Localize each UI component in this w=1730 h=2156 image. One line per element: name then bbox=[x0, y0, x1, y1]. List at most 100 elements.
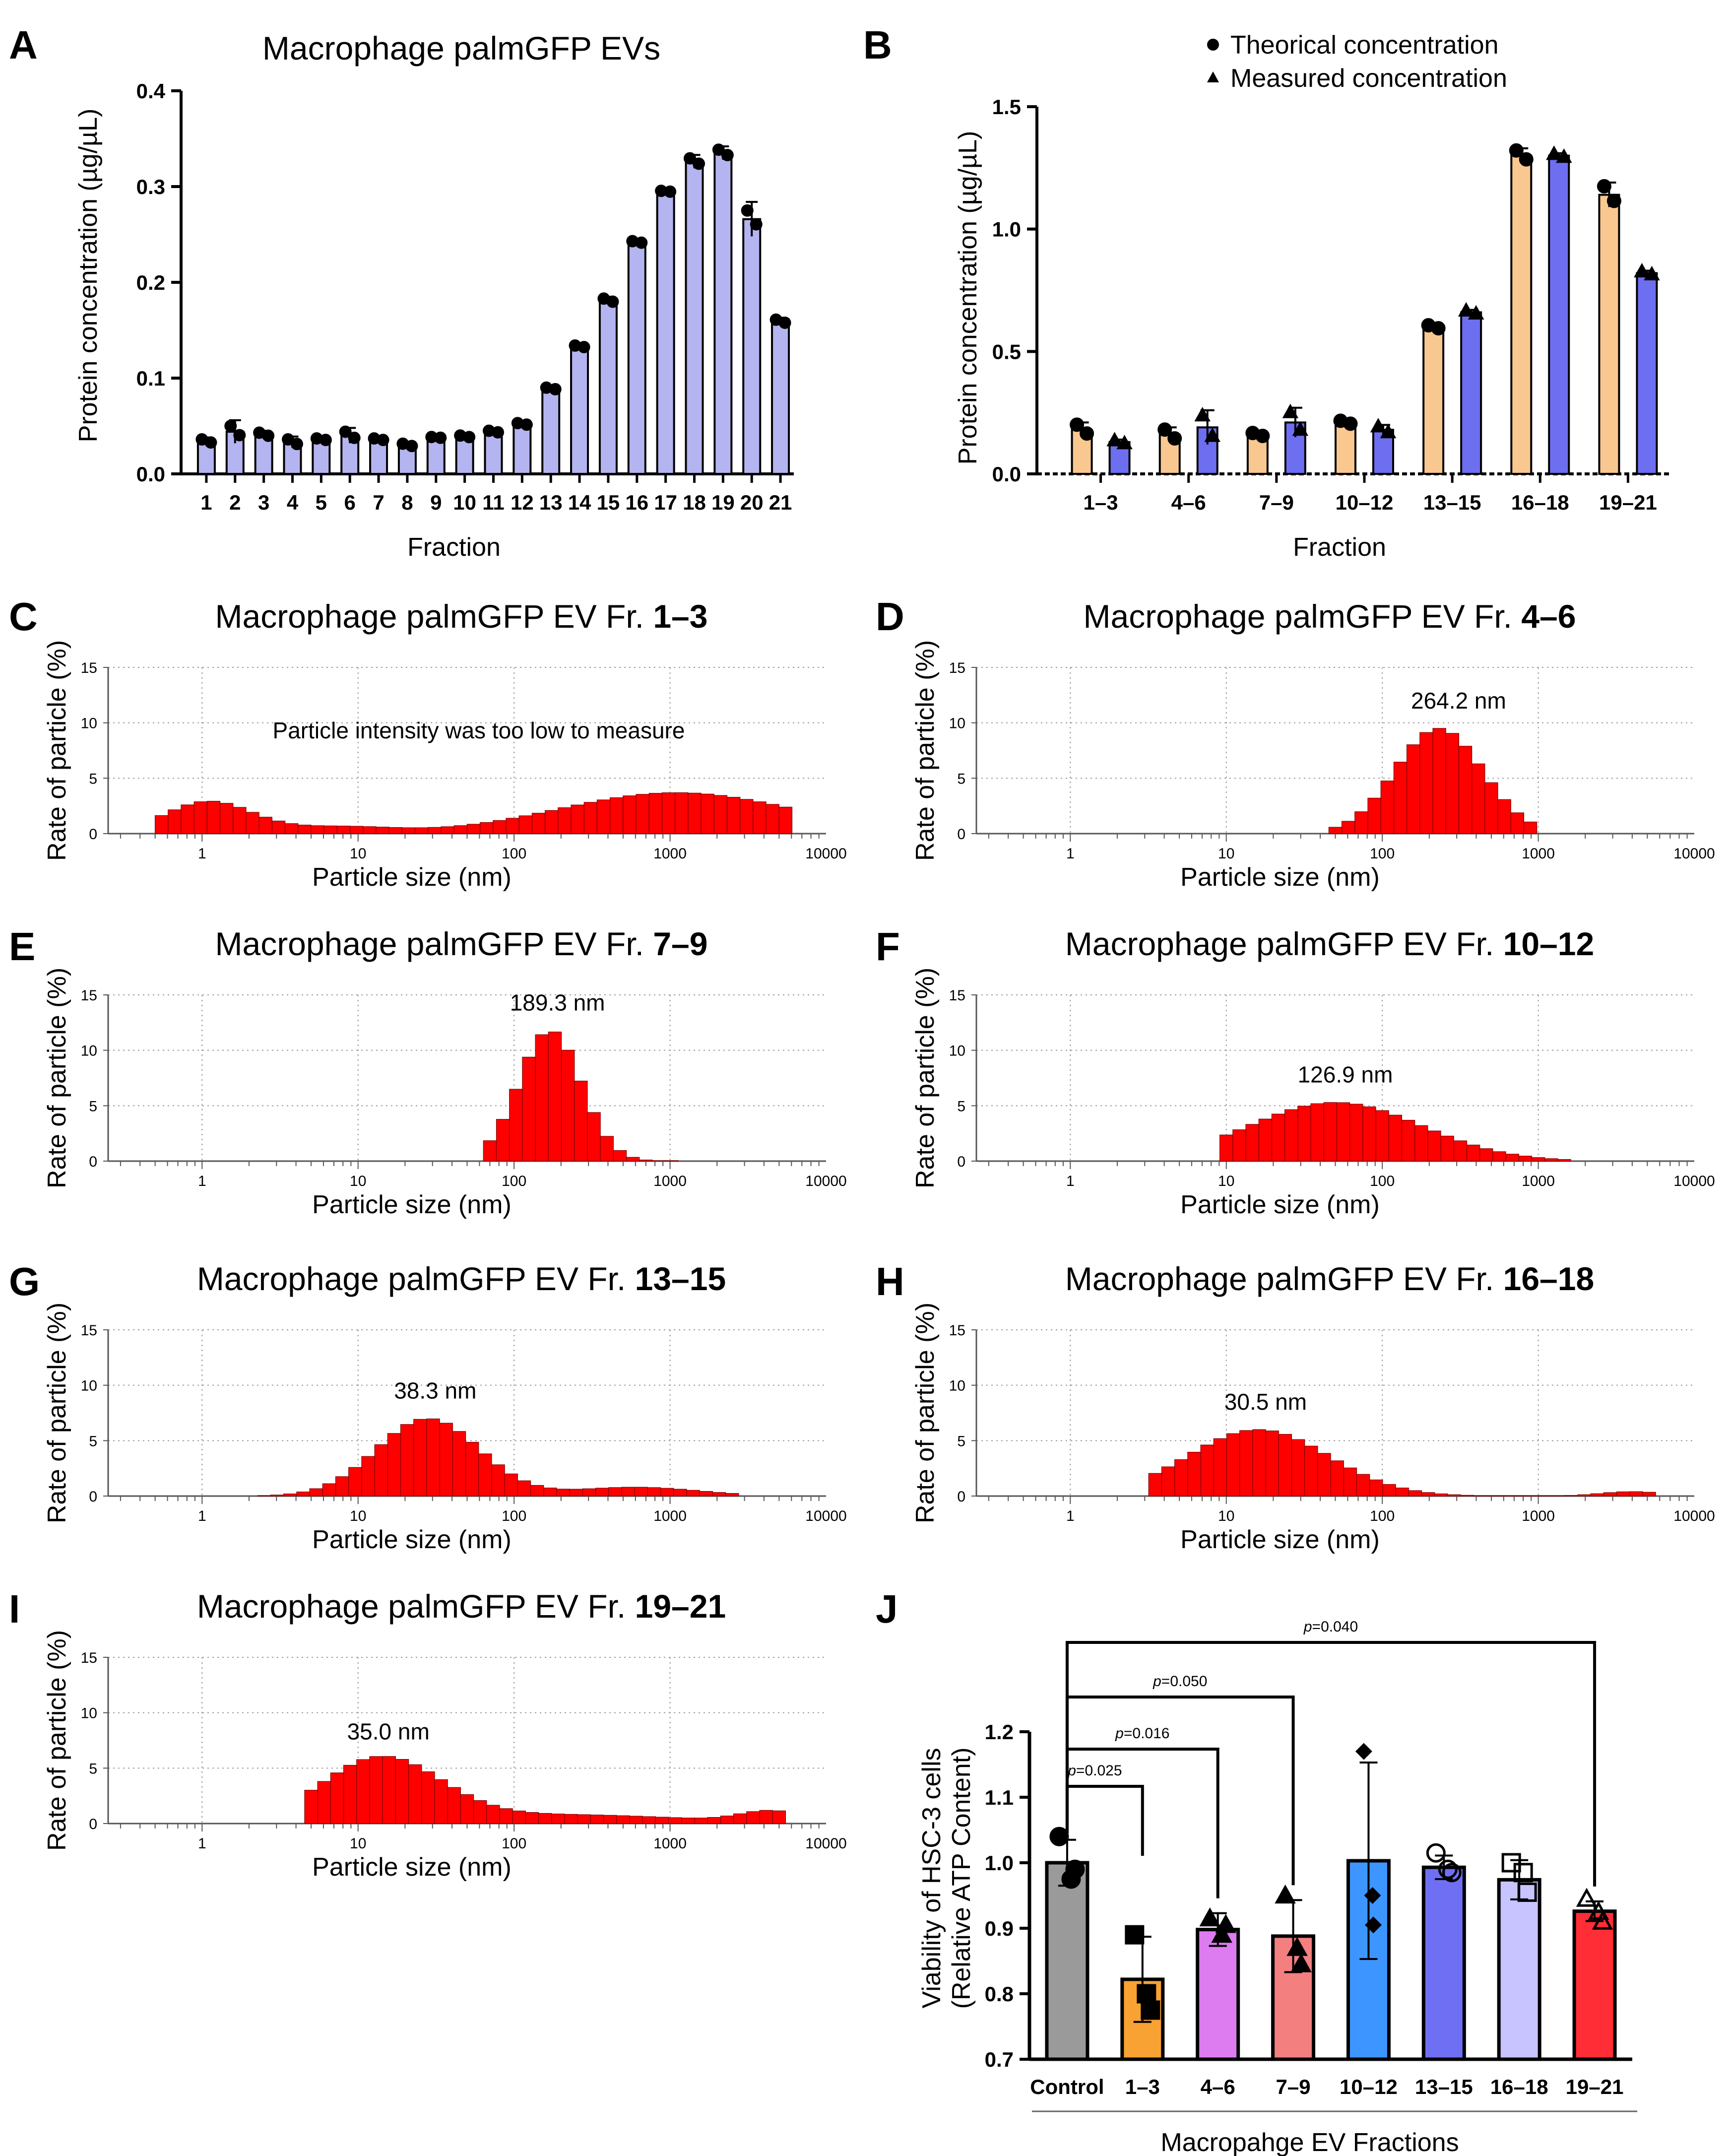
panel-c-histogram-bar bbox=[493, 820, 507, 834]
panel-g-histogram-bar bbox=[413, 1419, 427, 1497]
panel-a-point bbox=[577, 340, 590, 353]
panel-f-ytick-label: 5 bbox=[957, 1098, 965, 1114]
panel-i-histogram-bar bbox=[369, 1756, 383, 1824]
panel-h-histogram-bar bbox=[1408, 1490, 1422, 1497]
panel-b-point bbox=[1116, 435, 1133, 450]
panel-b-point bbox=[1157, 422, 1172, 437]
panel-e-histogram-bar bbox=[587, 1112, 601, 1162]
panel-f-histogram-bar bbox=[1557, 1159, 1571, 1162]
panel-h-histogram-bar bbox=[1343, 1467, 1357, 1497]
panel-j-point bbox=[1576, 1888, 1598, 1907]
panel-a-xtick-label: 6 bbox=[344, 491, 356, 514]
panel-c-xlabel: Particle size (nm) bbox=[312, 863, 512, 892]
panel-i-histogram-bar bbox=[551, 1814, 565, 1824]
panel-i-histogram-bar bbox=[707, 1817, 721, 1824]
panel-h-histogram-bar bbox=[1187, 1451, 1201, 1497]
panel-h-histogram-bar bbox=[1278, 1434, 1292, 1497]
panel-h-ylabel: Rate of particle (%) bbox=[911, 1303, 940, 1523]
panel-a-xtick-label: 3 bbox=[258, 491, 269, 514]
panel-h-annotation: 30.5 nm bbox=[1224, 1389, 1307, 1415]
panel-j-p-symbol: p bbox=[1303, 1619, 1312, 1635]
panel-i-histogram-bar bbox=[746, 1811, 760, 1824]
panel-i-histogram-bar bbox=[421, 1771, 435, 1824]
panel-e-xtick-label: 1 bbox=[198, 1173, 206, 1189]
panel-g-histogram-bar bbox=[673, 1489, 687, 1497]
panel-b-point bbox=[1519, 152, 1534, 167]
panel-j-ytick-label: 1.1 bbox=[985, 1786, 1014, 1809]
panel-j-significance-bracket bbox=[1065, 1641, 1597, 1887]
panel-e-histogram-bar bbox=[613, 1150, 627, 1162]
panel-label-c: C bbox=[9, 594, 38, 639]
panel-g-histogram-bar bbox=[712, 1492, 726, 1497]
panel-g-histogram-bar bbox=[725, 1493, 739, 1497]
panel-c-histogram-bar bbox=[571, 804, 584, 834]
panel-c-xtick-label: 1000 bbox=[653, 846, 687, 862]
panel-c-histogram-bar bbox=[219, 803, 234, 834]
panel-c-annotation: Particle intensity was too low to measur… bbox=[273, 718, 685, 743]
panel-d-xtick-label: 10 bbox=[1218, 846, 1234, 862]
panel-a-bar bbox=[771, 321, 790, 475]
panel-c-ylabel: Rate of particle (%) bbox=[43, 640, 71, 861]
panel-e-title: Macrophage palmGFP EV Fr. 7–9 bbox=[215, 925, 708, 962]
panel-b-bar-measured bbox=[1460, 311, 1482, 475]
panel-b-bar-theorical bbox=[1422, 326, 1445, 475]
panel-a-xtick-label: 5 bbox=[316, 491, 327, 514]
panel-a-point bbox=[635, 236, 648, 249]
panel-g-histogram-bar bbox=[582, 1488, 596, 1497]
panel-h-histogram-bar bbox=[1200, 1444, 1214, 1497]
panel-i-histogram-bar bbox=[629, 1816, 643, 1824]
panel-label-j: J bbox=[876, 1587, 898, 1631]
panel-a-bar bbox=[541, 388, 561, 475]
panel-f-histogram-bar bbox=[1466, 1144, 1480, 1162]
panel-g-histogram-bar bbox=[478, 1453, 492, 1497]
panel-c-histogram-bar bbox=[713, 795, 728, 834]
panel-h-histogram-bar bbox=[1174, 1459, 1188, 1497]
panel-a-xtick-label: 16 bbox=[625, 491, 648, 514]
panel-c-histogram-bar bbox=[441, 826, 454, 834]
panel-j-point bbox=[1355, 1743, 1372, 1760]
panel-a-xtick-label: 21 bbox=[769, 491, 792, 514]
panel-i-histogram-bar bbox=[460, 1794, 474, 1824]
panel-f-histogram-bar bbox=[1492, 1151, 1506, 1162]
panel-i-histogram-bar bbox=[733, 1813, 747, 1824]
panel-a-bar bbox=[742, 218, 762, 475]
panel-j-xtick-label: 4–6 bbox=[1201, 2075, 1235, 2098]
panel-j-xtick-label: 1–3 bbox=[1125, 2075, 1160, 2098]
panel-e-title-prefix: Macrophage palmGFP EV Fr. bbox=[215, 925, 653, 962]
panel-b-bar-measured bbox=[1548, 154, 1570, 475]
panel-g-histogram-bar bbox=[647, 1487, 661, 1497]
panel-h-histogram-bar bbox=[1291, 1439, 1305, 1497]
panel-j-point bbox=[1364, 1887, 1381, 1904]
panel-c-histogram-bar bbox=[648, 793, 663, 834]
panel-g-histogram-bar bbox=[491, 1464, 505, 1497]
panel-e-histogram-bar bbox=[548, 1032, 562, 1162]
panel-b-bars: 0.0 0.5 1.0 1.5 1–3 4–6 7–9 10–12 13–15 16–18 19–2… bbox=[992, 95, 1672, 514]
panel-g-histogram-bar bbox=[686, 1490, 700, 1497]
panel-i-histogram-bar bbox=[577, 1814, 591, 1824]
panel-j-xtick-label: 10–12 bbox=[1340, 2075, 1398, 2098]
panel-j-ytick-label: 1.0 bbox=[985, 1851, 1014, 1875]
panel-b-point bbox=[1468, 305, 1484, 320]
panel-h-histogram-bar bbox=[1460, 1495, 1474, 1497]
panel-g-histogram-bar bbox=[452, 1431, 466, 1497]
panel-j-p-symbol: p bbox=[1153, 1673, 1161, 1690]
panel-f-ytick-label: 15 bbox=[949, 987, 965, 1004]
panel-j-p-value-number: =0.040 bbox=[1312, 1619, 1358, 1635]
panel-j-point bbox=[1290, 1953, 1312, 1972]
panel-h-histogram-bar bbox=[1148, 1473, 1162, 1497]
panel-j-point bbox=[1137, 1984, 1156, 2004]
panel-d-histogram-bar bbox=[1484, 782, 1498, 834]
panel-f-xtick-label: 10 bbox=[1218, 1173, 1234, 1189]
panel-h-histogram-bar bbox=[1330, 1460, 1344, 1497]
panel-a-point bbox=[291, 438, 303, 451]
panel-b-xtick-label: 16–18 bbox=[1511, 491, 1569, 514]
panel-j-chart: Viability of HSC-3 cells (Relative ATP C… bbox=[917, 1619, 1637, 2156]
panel-g-ytick-label: 5 bbox=[89, 1433, 97, 1449]
panel-label-d: D bbox=[876, 594, 904, 639]
panel-c-xtick-label: 10000 bbox=[805, 846, 846, 862]
panel-g-histogram-bar bbox=[621, 1487, 635, 1497]
panel-d-title: Macrophage palmGFP EV Fr. 4–6 bbox=[1084, 598, 1576, 635]
panel-d-title-prefix: Macrophage palmGFP EV Fr. bbox=[1084, 598, 1522, 635]
panel-f-histogram-bar bbox=[1271, 1113, 1285, 1162]
panel-c-histogram-bar bbox=[388, 827, 403, 834]
